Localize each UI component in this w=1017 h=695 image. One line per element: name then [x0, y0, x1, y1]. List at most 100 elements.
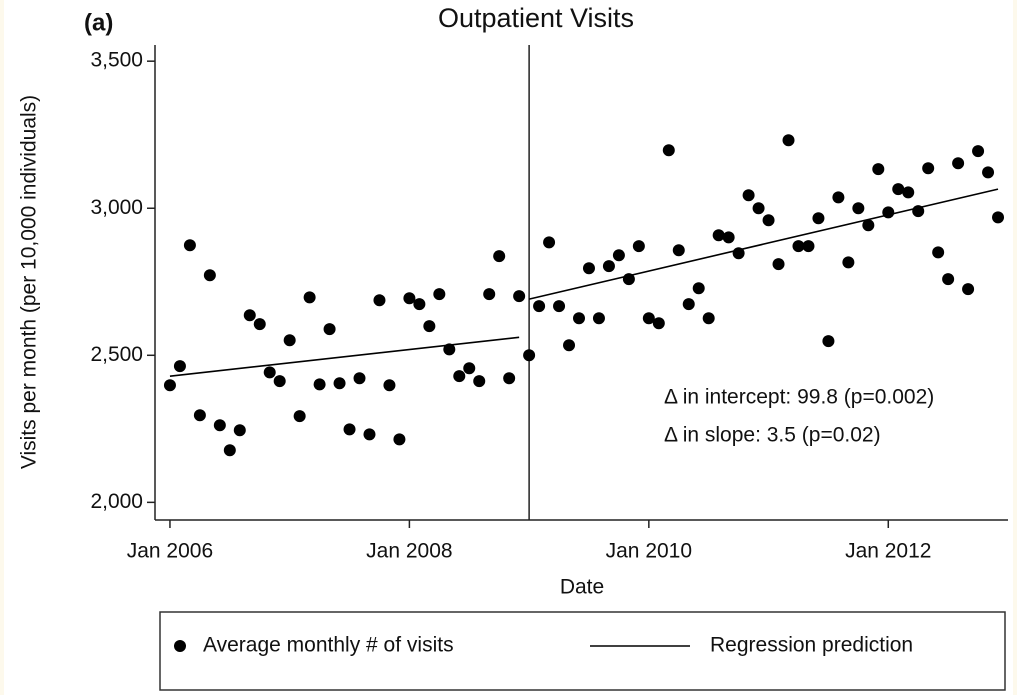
data-point [792, 240, 805, 253]
data-point [513, 290, 526, 303]
data-point [193, 409, 206, 422]
data-point [283, 334, 296, 347]
background [4, 0, 1013, 695]
data-point [672, 244, 685, 257]
data-point [952, 157, 965, 170]
data-point [982, 166, 995, 179]
data-point [503, 372, 516, 385]
data-point [363, 428, 376, 441]
legend-marker [174, 640, 186, 652]
annotation: Δ in slope: 3.5 (p=0.02) [664, 424, 881, 447]
data-point [233, 424, 246, 437]
data-point [553, 300, 566, 313]
data-point [902, 186, 915, 199]
data-point [922, 162, 935, 175]
data-point [782, 134, 795, 147]
data-point [483, 288, 496, 301]
data-point [413, 298, 426, 311]
data-point [842, 256, 855, 269]
data-point [453, 370, 466, 383]
data-point [652, 317, 665, 330]
y-tick-label: 3,000 [90, 196, 143, 219]
data-point [493, 250, 506, 263]
data-point [742, 189, 755, 202]
x-tick-label: Jan 2010 [606, 540, 692, 563]
data-point [582, 262, 595, 275]
data-point [263, 366, 276, 379]
data-point [682, 298, 695, 311]
data-point [642, 312, 655, 325]
data-point [303, 291, 316, 304]
x-tick-label: Jan 2012 [845, 540, 931, 563]
data-point [173, 360, 186, 373]
data-point [712, 229, 725, 242]
data-point [203, 269, 216, 282]
data-point [563, 339, 576, 352]
chart-title: Outpatient Visits [438, 3, 634, 33]
data-point [243, 309, 256, 322]
data-point [772, 258, 785, 271]
data-point [463, 362, 476, 375]
legend-box [159, 611, 1006, 691]
panel-label: (a) [84, 9, 113, 36]
data-point [612, 249, 625, 262]
x-tick-label: Jan 2008 [366, 540, 452, 563]
x-tick-label: Jan 2006 [127, 540, 213, 563]
data-point [223, 444, 236, 457]
data-point [543, 236, 556, 249]
data-point [423, 320, 436, 333]
data-point [373, 294, 386, 307]
legend-label: Average monthly # of visits [203, 634, 454, 657]
data-point [213, 419, 226, 432]
data-point [183, 239, 196, 252]
y-tick-label: 2,000 [90, 490, 143, 513]
data-point [253, 318, 266, 331]
annotation: Δ in intercept: 99.8 (p=0.002) [664, 386, 934, 409]
y-axis-label: Visits per month (per 10,000 individuals… [18, 95, 41, 469]
legend-label: Regression prediction [710, 634, 913, 657]
data-point [942, 273, 955, 286]
data-point [273, 375, 286, 388]
data-point [592, 312, 605, 325]
data-point [573, 312, 585, 325]
data-point [523, 349, 536, 362]
data-point [333, 377, 346, 390]
data-point [892, 183, 905, 196]
data-point [383, 379, 396, 392]
x-axis-label: Date [560, 576, 604, 599]
data-point [313, 378, 326, 391]
data-point [752, 202, 765, 215]
data-point [403, 292, 416, 305]
data-point [473, 375, 486, 388]
data-point [433, 288, 446, 301]
data-point [862, 219, 875, 232]
data-point [762, 214, 775, 227]
data-point [533, 300, 546, 313]
data-point [962, 283, 975, 296]
data-point [343, 423, 356, 436]
data-point [832, 191, 845, 204]
data-point [163, 379, 176, 392]
y-tick-label: 2,500 [90, 343, 143, 366]
data-point [393, 433, 406, 446]
data-point [802, 240, 815, 253]
data-point [323, 323, 336, 336]
data-point [852, 202, 865, 215]
data-point [932, 246, 945, 259]
y-tick-label: 3,500 [90, 49, 143, 72]
data-point [872, 163, 885, 176]
data-point [992, 211, 1005, 224]
data-point [632, 240, 645, 253]
regression-line [169, 188, 999, 377]
data-point [822, 335, 835, 348]
data-point [443, 343, 456, 356]
data-point [702, 312, 715, 325]
data-point [353, 372, 366, 385]
data-point [692, 282, 705, 295]
data-point [722, 231, 735, 244]
data-point [293, 410, 306, 423]
data-point [602, 260, 615, 273]
data-point [972, 145, 985, 158]
data-point [812, 212, 825, 225]
